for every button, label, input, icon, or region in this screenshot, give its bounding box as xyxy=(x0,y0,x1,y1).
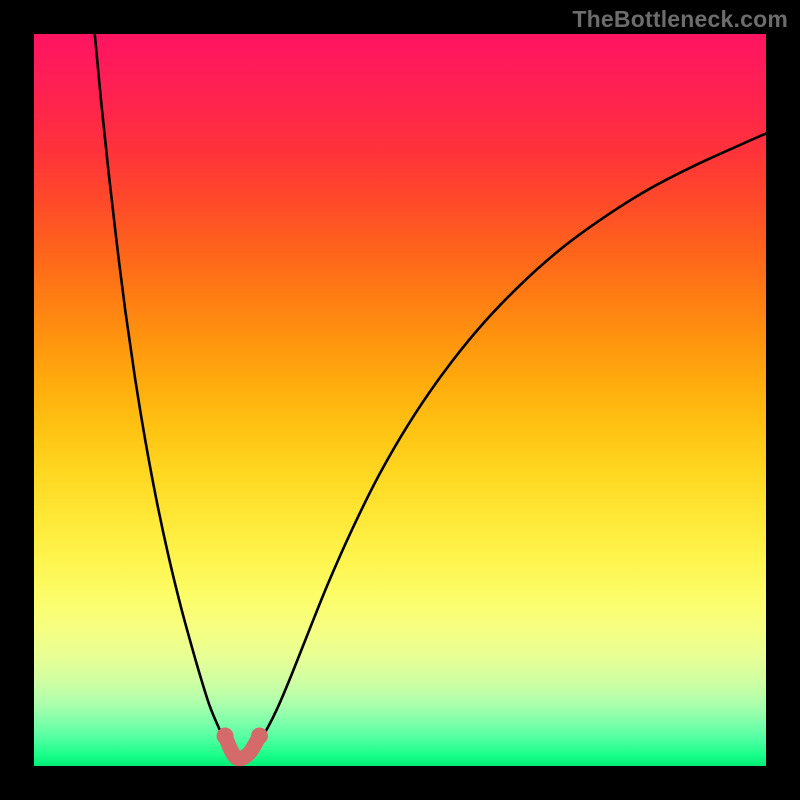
chart-stage: TheBottleneck.com xyxy=(0,0,800,800)
watermark-text: TheBottleneck.com xyxy=(572,6,788,33)
gradient-backdrop xyxy=(0,0,800,800)
